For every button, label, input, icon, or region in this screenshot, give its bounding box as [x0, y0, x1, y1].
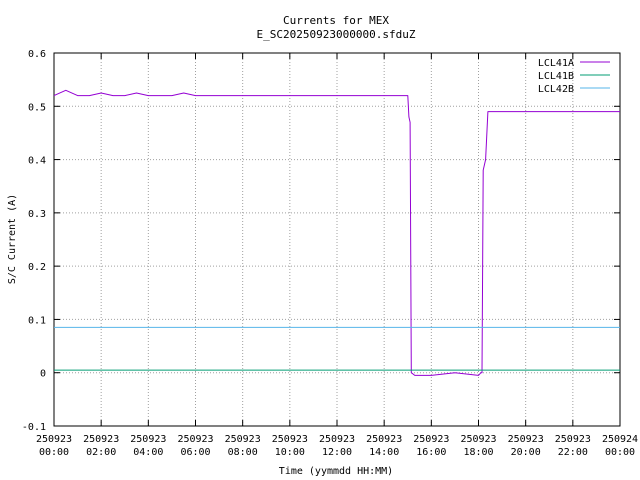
x-tick-label: 12:00 — [322, 447, 352, 458]
y-tick-label: 0.5 — [28, 102, 46, 113]
x-tick-label: 16:00 — [416, 447, 446, 458]
x-tick-label: 250923 — [460, 434, 496, 445]
x-tick-label: 14:00 — [369, 447, 399, 458]
x-tick-label: 250923 — [555, 434, 591, 445]
tick-layer: 250923 00:00 250923 02:00 250923 04:00 250923 0… — [22, 49, 638, 458]
y-tick-label: 0.6 — [28, 49, 46, 60]
y-tick-label: 0.4 — [28, 156, 46, 167]
y-tick-label: 0.2 — [28, 262, 46, 273]
x-tick-label: 250924 — [602, 434, 638, 445]
y-tick-label: 0.1 — [28, 315, 46, 326]
x-tick-label: 04:00 — [133, 447, 163, 458]
y-tick-label: 0.3 — [28, 209, 46, 220]
x-tick-label: 250923 — [177, 434, 213, 445]
legend: LCL41A LCL41B LCL42B — [538, 58, 610, 95]
legend-label: LCL42B — [538, 84, 574, 95]
legend-label: LCL41A — [538, 58, 574, 69]
x-tick-label: 250923 — [508, 434, 544, 445]
chart-subtitle: E_SC20250923000000.sfduZ — [257, 28, 416, 41]
series-layer — [53, 89, 620, 376]
x-tick-label: 250923 — [319, 434, 355, 445]
x-tick-label: 02:00 — [86, 447, 116, 458]
series-line-lcl41a — [53, 89, 620, 376]
x-tick-label: 250923 — [272, 434, 308, 445]
y-axis-label: S/C Current (A) — [7, 194, 18, 284]
x-tick-label: 08:00 — [228, 447, 258, 458]
x-tick-label: 250923 — [366, 434, 402, 445]
x-tick-label: 00:00 — [39, 447, 69, 458]
x-tick-label: 250923 — [413, 434, 449, 445]
x-tick-label: 250923 — [130, 434, 166, 445]
y-tick-label: 0 — [40, 369, 46, 380]
x-tick-label: 10:00 — [275, 447, 305, 458]
x-tick-label: 00:00 — [605, 447, 635, 458]
x-tick-label: 18:00 — [463, 447, 493, 458]
grid-layer — [54, 53, 620, 426]
chart-title: Currents for MEX — [283, 14, 389, 27]
legend-label: LCL41B — [538, 71, 574, 82]
x-tick-label: 22:00 — [558, 447, 588, 458]
x-tick-label: 250923 — [225, 434, 261, 445]
x-tick-label: 250923 — [36, 434, 72, 445]
x-tick-label: 20:00 — [511, 447, 541, 458]
x-axis-label: Time (yymmdd HH:MM) — [279, 466, 393, 477]
x-tick-label: 250923 — [83, 434, 119, 445]
y-tick-label: -0.1 — [22, 422, 46, 433]
x-tick-label: 06:00 — [180, 447, 210, 458]
